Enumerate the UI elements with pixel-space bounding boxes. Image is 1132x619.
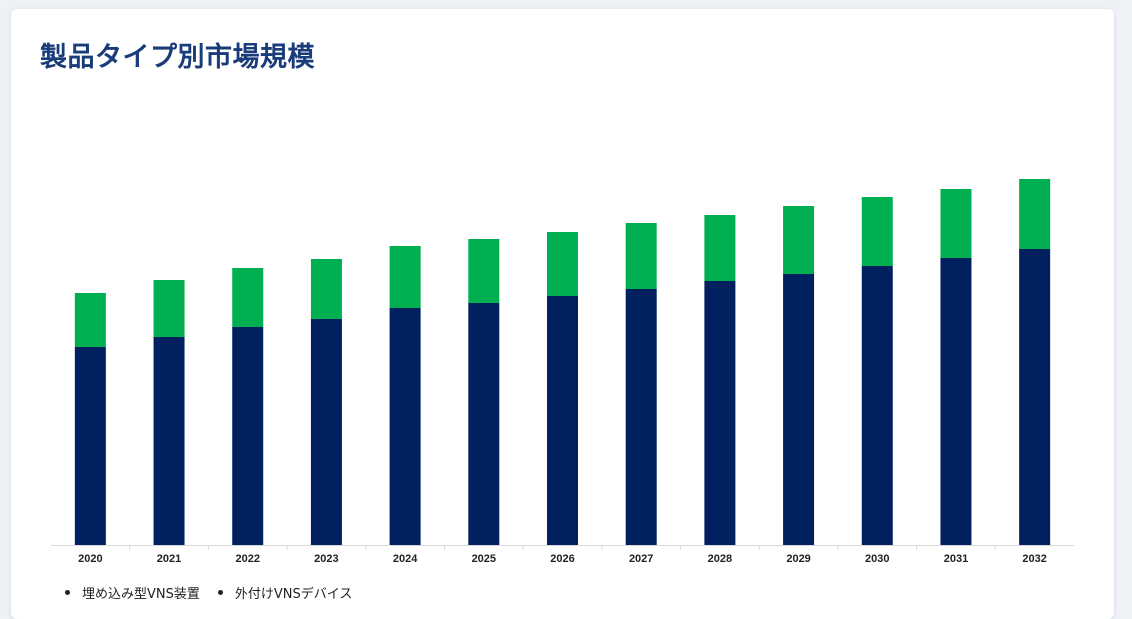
bar-2023-series-1[interactable] [310, 259, 342, 319]
chart-legend: 埋め込み型VNS装置 外付けVNSデバイス [65, 583, 370, 602]
bar-2022-series-0[interactable] [232, 327, 264, 545]
x-tick-label-2028: 2028 [708, 553, 732, 565]
legend-label-series-1: 外付けVNSデバイス [234, 587, 353, 602]
legend-item-series-0[interactable]: 埋め込み型VNS装置 [65, 583, 200, 602]
bar-2030-series-1[interactable] [861, 197, 893, 266]
bar-2032-series-0[interactable] [1019, 249, 1051, 545]
bar-2031-series-0[interactable] [940, 258, 972, 545]
chart-card: 製品タイプ別市場規模 2020 2021 2022 2023 2024 2025 2026 2… [11, 9, 1114, 619]
bar-2021-series-0[interactable] [153, 337, 185, 545]
x-tick-label-2026: 2026 [550, 553, 574, 565]
x-tick-label-2027: 2027 [629, 553, 653, 565]
bar-2029-series-0[interactable] [783, 274, 815, 545]
bar-2028-series-0[interactable] [704, 281, 736, 545]
stacked-bar-chart: 2020 2021 2022 2023 2024 2025 2026 2027 2028 2029… [51, 179, 1074, 565]
bar-2024-series-1[interactable] [389, 246, 421, 308]
legend-bullet-icon [65, 590, 70, 595]
x-tick-label-2020: 2020 [78, 553, 102, 565]
bar-2025-series-0[interactable] [468, 303, 500, 545]
bar-2028-series-1[interactable] [704, 215, 736, 281]
x-tick-label-2031: 2031 [944, 553, 968, 565]
bar-2020-series-0[interactable] [74, 347, 106, 545]
bar-2022-series-1[interactable] [232, 268, 264, 327]
chart-title: 製品タイプ別市場規模 [40, 42, 315, 73]
x-tick-label-2030: 2030 [865, 553, 889, 565]
bar-2027-series-0[interactable] [625, 289, 657, 545]
x-tick-label-2024: 2024 [393, 553, 418, 565]
legend-item-series-1[interactable]: 外付けVNSデバイス [217, 583, 353, 602]
bar-2023-series-0[interactable] [310, 319, 342, 545]
x-tick-label-2032: 2032 [1022, 553, 1046, 565]
bar-2031-series-1[interactable] [940, 189, 972, 258]
bar-2025-series-1[interactable] [468, 239, 500, 303]
bar-2026-series-1[interactable] [547, 232, 578, 296]
bar-2024-series-0[interactable] [389, 308, 421, 545]
bar-2032-series-1[interactable] [1019, 179, 1051, 249]
x-tick-label-2021: 2021 [157, 553, 181, 565]
bar-2026-series-0[interactable] [547, 296, 578, 545]
legend-bullet-icon [217, 590, 223, 595]
legend-label-series-0: 埋め込み型VNS装置 [82, 587, 200, 602]
bar-2027-series-1[interactable] [625, 223, 657, 289]
bar-2029-series-1[interactable] [783, 206, 815, 274]
bar-2021-series-1[interactable] [153, 280, 185, 337]
x-tick-label-2029: 2029 [786, 553, 810, 565]
x-tick-label-2022: 2022 [235, 553, 259, 565]
x-tick-label-2025: 2025 [472, 553, 496, 565]
x-tick-label-2023: 2023 [314, 553, 338, 565]
bar-2020-series-1[interactable] [74, 293, 106, 347]
bar-2030-series-0[interactable] [861, 266, 893, 545]
